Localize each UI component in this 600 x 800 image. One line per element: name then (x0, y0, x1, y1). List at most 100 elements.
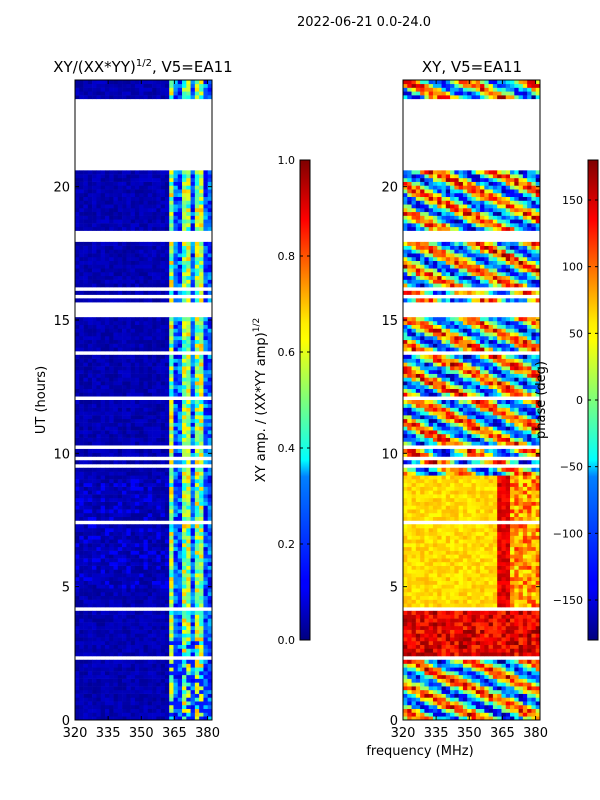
amplitude-cell (203, 663, 209, 668)
amplitude-cell (100, 509, 106, 514)
amplitude-cell (182, 716, 187, 720)
phase-cell (420, 716, 425, 720)
amplitude-cell (152, 637, 157, 642)
amplitude-cell (152, 403, 157, 408)
amplitude-cell (79, 512, 84, 518)
amplitude-cell (143, 298, 149, 303)
amplitude-cell (122, 426, 127, 431)
amplitude-cell (104, 298, 110, 303)
amplitude-cell (186, 369, 191, 374)
amplitude-cell (164, 629, 170, 634)
amplitude-cell (104, 328, 110, 333)
amplitude-cell (104, 290, 110, 295)
amplitude-cell (139, 283, 144, 288)
phase-cell (484, 648, 489, 653)
amplitude-cell (134, 644, 140, 649)
amplitude-cell (186, 95, 191, 100)
amplitude-cell (190, 369, 196, 374)
amplitude-cell (113, 509, 119, 514)
amplitude-cell (156, 403, 161, 408)
amplitude-cell (147, 618, 153, 623)
amplitude-cell (147, 392, 153, 397)
amplitude-cell (113, 170, 119, 175)
amplitude-cell (79, 430, 84, 435)
amplitude-cell (143, 497, 149, 502)
amplitude-cell (79, 91, 84, 96)
phase-cell (535, 682, 540, 687)
amplitude-cell (79, 467, 84, 472)
amplitude-cell (182, 441, 187, 446)
amplitude-cell (139, 701, 144, 706)
amplitude-cell (190, 633, 196, 638)
amplitude-cell (122, 543, 127, 548)
amplitude-cell (203, 328, 209, 333)
amplitude-cell (194, 452, 200, 457)
amplitude-cell (190, 554, 196, 559)
amplitude-cell (207, 550, 212, 555)
amplitude-cell (104, 592, 110, 597)
amplitude-cell (87, 253, 93, 258)
amplitude-cell (92, 204, 97, 209)
amplitude-cell (194, 196, 200, 201)
phase-cell (514, 704, 519, 710)
amplitude-cell (143, 614, 149, 619)
amplitude-cell (207, 625, 212, 630)
amplitude-cell (100, 433, 106, 438)
amplitude-cell (147, 80, 153, 85)
amplitude-cell (177, 298, 183, 303)
phase-cell (535, 697, 540, 702)
amplitude-cell (134, 640, 140, 646)
phase-cell (501, 637, 507, 642)
amplitude-cell (134, 381, 140, 386)
amplitude-cell (207, 565, 212, 570)
amplitude-cell (117, 268, 123, 273)
amplitude-cell (75, 640, 80, 646)
phase-cell (488, 716, 494, 720)
phase-cell (514, 659, 519, 664)
amplitude-cell (134, 550, 140, 555)
amplitude-cell (173, 588, 179, 593)
amplitude-cell (177, 622, 183, 627)
phase-cell (467, 637, 472, 642)
amplitude-cell (79, 384, 84, 390)
amplitude-cell (152, 584, 157, 589)
amplitude-cell (79, 614, 84, 619)
amplitude-cell (122, 358, 127, 363)
amplitude-cell (207, 177, 212, 182)
amplitude-cell (156, 377, 161, 382)
amplitude-cell (156, 708, 161, 713)
amplitude-cell (203, 400, 209, 405)
phase-cell (471, 678, 477, 683)
amplitude-cell (139, 215, 144, 220)
amplitude-cell (113, 561, 119, 566)
amplitude-cell (117, 531, 123, 536)
amplitude-cell (156, 373, 161, 378)
amplitude-cell (199, 324, 204, 329)
amplitude-cell (147, 486, 153, 491)
amplitude-cell (207, 415, 212, 420)
phase-cell (420, 712, 425, 717)
amplitude-cell (203, 716, 209, 720)
amplitude-cell (113, 219, 119, 224)
amplitude-cell (147, 373, 153, 378)
amplitude-cell (139, 177, 144, 182)
amplitude-cell (122, 494, 127, 499)
amplitude-cell (147, 599, 153, 604)
amplitude-cell (83, 279, 89, 284)
amplitude-cell (156, 497, 161, 502)
amplitude-cell (177, 580, 183, 585)
amplitude-cell (104, 704, 110, 710)
amplitude-cell (113, 490, 119, 495)
amplitude-cell (160, 332, 166, 337)
amplitude-cell (113, 704, 119, 710)
amplitude-cell (87, 535, 93, 540)
amplitude-cell (139, 328, 144, 333)
amplitude-cell (104, 200, 110, 205)
amplitude-cell (87, 347, 93, 352)
amplitude-cell (109, 185, 114, 190)
amplitude-cell (113, 298, 119, 303)
amplitude-cell (96, 708, 101, 713)
phase-cell (441, 648, 447, 653)
amplitude-cell (173, 174, 179, 179)
amplitude-cell (139, 347, 144, 352)
